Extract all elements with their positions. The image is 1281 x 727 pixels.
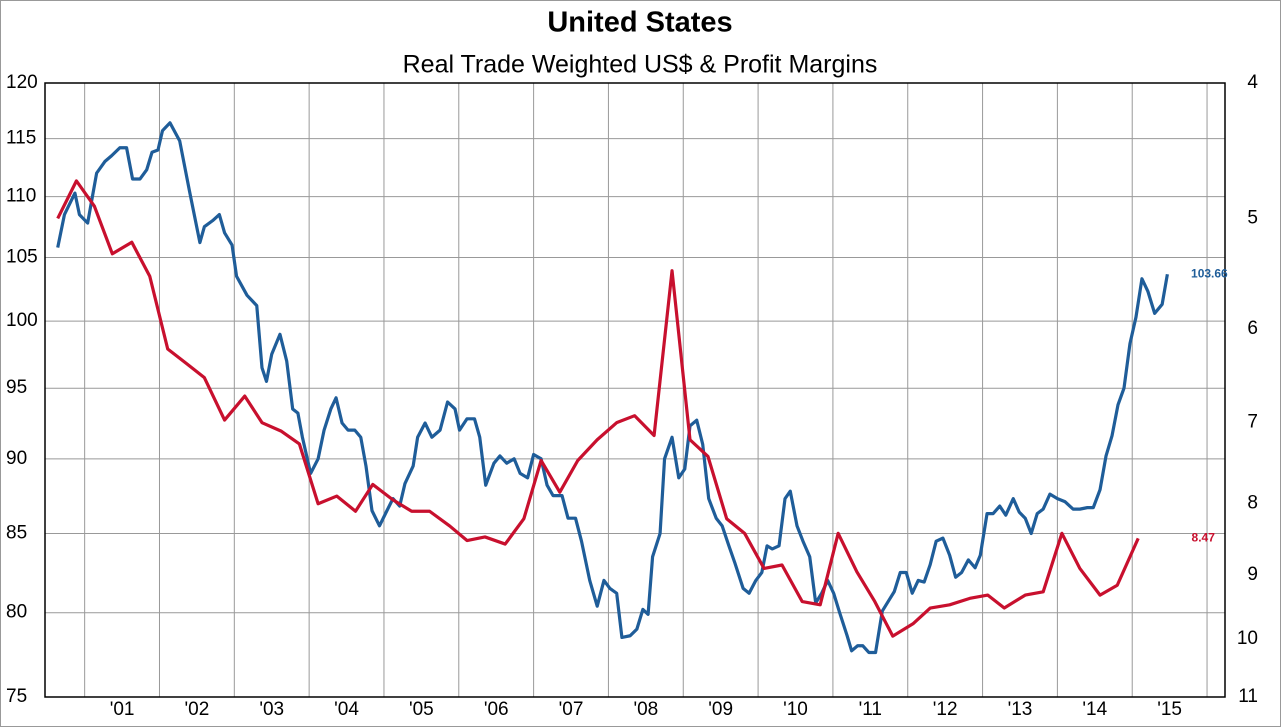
x-tick-label: '06 bbox=[484, 699, 509, 720]
y-tick-label: 95 bbox=[6, 377, 27, 398]
y2-tick-label: 6 bbox=[1247, 318, 1258, 339]
y-tick-label: 90 bbox=[6, 448, 27, 469]
y2-tick-label: 5 bbox=[1247, 207, 1258, 228]
series-line bbox=[56, 121, 1169, 655]
x-tick-label: '13 bbox=[1008, 699, 1033, 720]
y2-tick-label: 9 bbox=[1247, 564, 1258, 585]
y-tick-label: 105 bbox=[6, 246, 38, 267]
chart-subtitle: Real Trade Weighted US$ & Profit Margins bbox=[403, 51, 878, 79]
x-tick-label: '11 bbox=[859, 699, 882, 720]
plot-area bbox=[44, 82, 1226, 698]
y2-tick-label: 8 bbox=[1247, 493, 1258, 514]
x-tick-label: '07 bbox=[559, 699, 584, 720]
y-tick-label: 85 bbox=[6, 523, 27, 544]
x-tick-label: '01 bbox=[110, 699, 135, 720]
y-tick-label: 75 bbox=[6, 686, 27, 707]
chart-title: United States bbox=[547, 7, 732, 39]
y-tick-label: 80 bbox=[6, 602, 27, 623]
y2-tick-label: 10 bbox=[1237, 628, 1258, 649]
y2-tick-label: 4 bbox=[1247, 72, 1258, 93]
y-tick-label: 100 bbox=[6, 310, 38, 331]
x-tick-label: '04 bbox=[334, 699, 359, 720]
x-tick-label: '12 bbox=[933, 699, 958, 720]
x-tick-label: '05 bbox=[409, 699, 434, 720]
end-value-label: 8.47 bbox=[1192, 531, 1216, 545]
y-tick-label: 110 bbox=[6, 186, 36, 207]
y-tick-label: 120 bbox=[6, 72, 38, 93]
series-line bbox=[56, 179, 1140, 638]
x-tick-label: '14 bbox=[1082, 699, 1107, 720]
x-tick-label: '02 bbox=[185, 699, 210, 720]
x-tick-label: '09 bbox=[708, 699, 733, 720]
x-tick-label: '15 bbox=[1157, 699, 1182, 720]
y-tick-label: 115 bbox=[6, 128, 36, 149]
x-tick-label: '03 bbox=[259, 699, 284, 720]
y2-tick-label: 11 bbox=[1238, 686, 1258, 707]
y2-tick-label: 7 bbox=[1247, 412, 1258, 433]
x-tick-label: '10 bbox=[783, 699, 808, 720]
x-tick-label: '08 bbox=[633, 699, 658, 720]
end-value-label: 103.66 bbox=[1191, 266, 1228, 280]
